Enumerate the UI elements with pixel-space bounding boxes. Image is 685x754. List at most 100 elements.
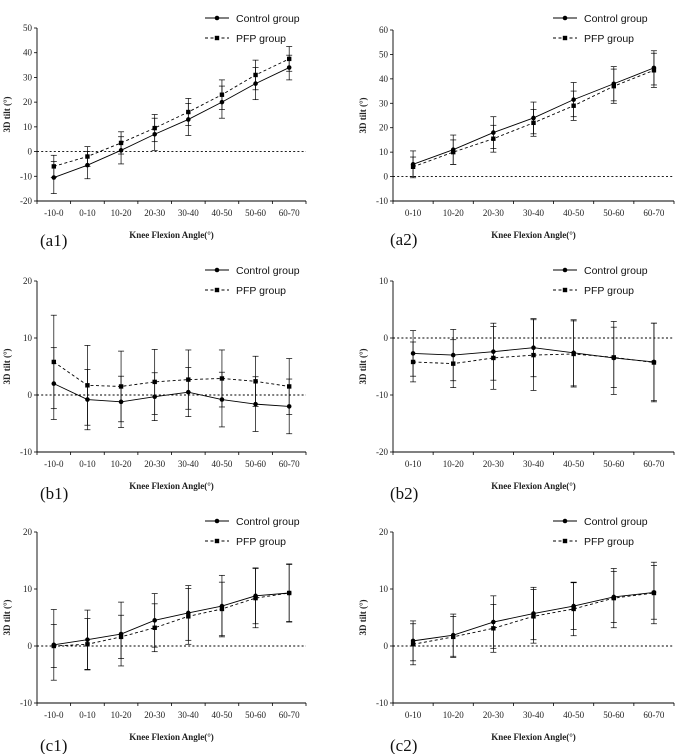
series-line	[53, 67, 290, 178]
chart-b1: -10 0 10 20 -10-0 0-10 10-20 20-30 30-40 40-50 50-…	[2, 265, 307, 503]
x-tick-label: 30-40	[178, 710, 199, 720]
data-point	[491, 626, 496, 631]
x-axis-label: Knee Flexion Angle(°)	[129, 230, 214, 240]
data-point	[451, 361, 456, 366]
x-tick-label: 30-40	[178, 459, 199, 469]
x-tick-label: -10-0	[44, 710, 64, 720]
legend-marker	[214, 15, 220, 21]
data-point	[410, 164, 416, 169]
y-tick-label: -10	[376, 196, 388, 206]
y-tick-label: 60	[379, 25, 389, 35]
x-axis-label: Knee Flexion Angle(°)	[129, 732, 214, 742]
y-axis-label: 3D tilt (°)	[2, 96, 12, 132]
x-tick-label: 50-60	[603, 208, 624, 218]
data-point	[651, 590, 657, 596]
data-point	[531, 352, 536, 358]
y-tick-label: 0	[28, 641, 33, 651]
legend-marker	[562, 35, 568, 41]
x-tick-label: 60-70	[279, 710, 300, 720]
y-tick-label: -20	[376, 447, 388, 457]
legend-label: PFP group	[236, 285, 286, 297]
panel-label: (a1)	[40, 231, 67, 250]
x-tick-label: 60-70	[279, 208, 300, 218]
y-tick-label: -10	[20, 447, 32, 457]
y-tick-label: -20	[20, 196, 32, 206]
series-pfp	[410, 52, 657, 177]
x-tick-label: 60-70	[643, 710, 664, 720]
x-tick-label: 10-20	[111, 710, 132, 720]
chart-c1: -10 0 10 20 -10-0 0-10 10-20 20-30 30-40 40-50 50-…	[2, 516, 307, 754]
x-tick-label: 10-20	[443, 459, 464, 469]
series-pfp	[50, 314, 293, 426]
data-point	[611, 595, 616, 601]
legend-label: PFP group	[236, 536, 286, 548]
data-point	[152, 625, 157, 630]
x-tick-label: 50-60	[603, 459, 624, 469]
x-tick-label: 0-10	[405, 459, 422, 469]
x-tick-label: 20-30	[483, 710, 504, 720]
data-point	[451, 634, 456, 640]
panel-label: (c2)	[390, 736, 417, 754]
legend-marker	[214, 518, 220, 524]
y-tick-label: 20	[23, 527, 33, 537]
data-point	[286, 56, 292, 62]
x-tick-label: 10-20	[443, 710, 464, 720]
x-tick-label: 50-60	[245, 710, 266, 720]
y-tick-label: 40	[379, 74, 389, 84]
x-tick-label: 30-40	[178, 208, 199, 218]
x-axis-label: Knee Flexion Angle(°)	[491, 481, 576, 491]
data-point	[491, 136, 496, 141]
legend-label: PFP group	[236, 33, 286, 45]
data-point	[118, 140, 124, 146]
data-point	[651, 68, 657, 73]
legend-marker	[562, 15, 568, 21]
data-point	[651, 360, 657, 365]
y-tick-label: 10	[379, 276, 389, 286]
y-tick-label: 20	[379, 527, 389, 537]
legend-label: PFP group	[584, 536, 634, 548]
data-point	[410, 642, 416, 647]
data-point	[51, 643, 57, 649]
legend-marker	[562, 538, 568, 544]
panel-label: (b1)	[40, 484, 68, 503]
x-tick-label: 40-50	[563, 208, 584, 218]
y-tick-label: 50	[23, 23, 33, 33]
legend-label: Control group	[584, 516, 648, 528]
series-pfp	[410, 561, 657, 666]
x-tick-label: 10-20	[443, 208, 464, 218]
x-tick-label: 10-20	[111, 459, 132, 469]
x-tick-label: 30-40	[523, 710, 544, 720]
data-point	[51, 359, 57, 365]
y-tick-label: 30	[23, 72, 33, 82]
data-point	[253, 72, 258, 78]
series-pfp	[50, 46, 293, 178]
x-tick-label: 20-30	[144, 459, 165, 469]
series-control	[50, 564, 293, 681]
chart-a2: -10 0 10 20 30 40 50 60 0-10 10-20 20-30 30-40 40-50…	[358, 13, 675, 249]
y-axis-label: 3D tilt (°)	[2, 348, 12, 384]
series-control	[50, 347, 293, 435]
data-point	[531, 614, 536, 619]
series-line	[53, 592, 290, 647]
y-tick-label: 10	[23, 122, 33, 132]
data-point	[219, 376, 225, 381]
data-point	[51, 164, 57, 169]
x-tick-label: 20-30	[483, 459, 504, 469]
y-tick-label: 0	[28, 390, 33, 400]
data-point	[152, 379, 157, 385]
data-point	[286, 590, 292, 596]
x-tick-label: 10-20	[111, 208, 132, 218]
data-point	[611, 355, 616, 360]
data-point	[85, 154, 90, 159]
x-tick-label: -10-0	[44, 208, 64, 218]
data-point	[253, 595, 258, 601]
legend-label: PFP group	[584, 33, 634, 45]
legend-marker	[214, 538, 220, 544]
data-point	[219, 92, 225, 97]
data-point	[611, 83, 616, 89]
y-axis-label: 3D tilt (°)	[358, 97, 368, 133]
panel-label: (b2)	[390, 484, 418, 503]
data-point	[152, 125, 157, 131]
y-tick-label: 10	[379, 147, 389, 157]
